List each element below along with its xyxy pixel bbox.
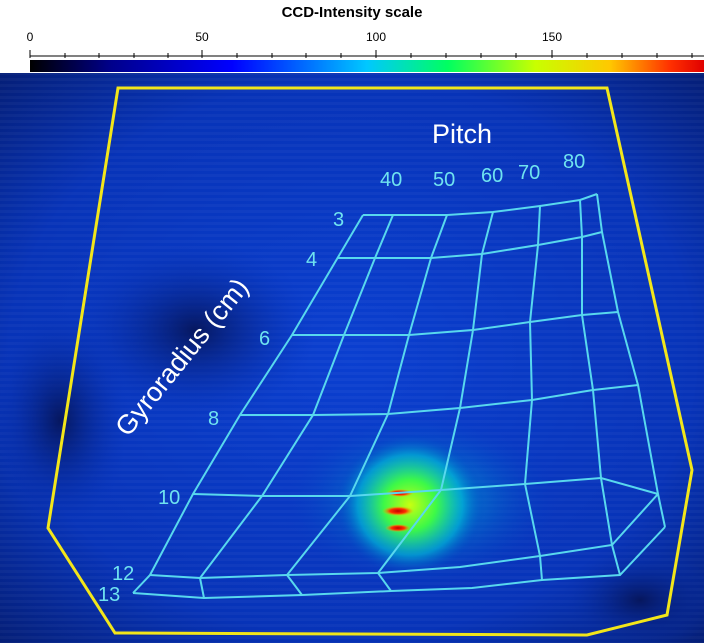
gyroradius-line — [132, 526, 666, 600]
dark-region — [560, 550, 704, 643]
colorbar — [29, 50, 704, 72]
signal-glow — [335, 433, 485, 577]
colorbar-tick-label: 0 — [26, 30, 34, 44]
colorbar-tick-label: 150 — [541, 30, 563, 44]
pitch-label: 50 — [433, 169, 455, 191]
pitch-line — [523, 205, 543, 581]
pitch-label: 40 — [380, 169, 402, 191]
pitch-label: 80 — [563, 151, 585, 173]
gyroradius-label: 3 — [333, 209, 344, 231]
hotspot — [385, 524, 411, 532]
colorbar-ticks — [29, 50, 693, 58]
gyroradius-label: 8 — [208, 408, 219, 430]
colorbar-header: CCD-Intensity scale 0 50 100 150 — [0, 0, 704, 72]
colorbar-tick-label: 100 — [365, 30, 387, 44]
pitch-line — [376, 211, 494, 592]
gyroradius-line — [149, 493, 659, 580]
pitch-line — [198, 214, 394, 599]
gyroradius-label: 13 — [98, 584, 120, 606]
ccd-image-background — [0, 73, 704, 643]
gyroradius-label: 6 — [259, 328, 270, 350]
pitch-label: 70 — [518, 162, 540, 184]
pitch-line — [596, 193, 666, 528]
colorbar-gradient-strip — [30, 60, 704, 72]
scintillator-boundary — [46, 86, 694, 637]
pitch-line — [132, 214, 364, 594]
colorbar-title: CCD-Intensity scale — [281, 4, 423, 21]
gyroradius-label: 10 — [158, 487, 180, 509]
pitch-title: Pitch — [432, 119, 492, 149]
pitch-label: 60 — [481, 165, 503, 187]
dark-region — [75, 240, 315, 420]
strike-map-grid — [132, 193, 666, 600]
gyroradius-label: 4 — [306, 249, 317, 271]
colorbar-tick-label: 50 — [195, 30, 209, 44]
gyroradius-label: 12 — [112, 563, 134, 585]
pitch-line — [285, 214, 448, 596]
pitch-line — [579, 199, 621, 576]
hotspot — [382, 506, 414, 516]
